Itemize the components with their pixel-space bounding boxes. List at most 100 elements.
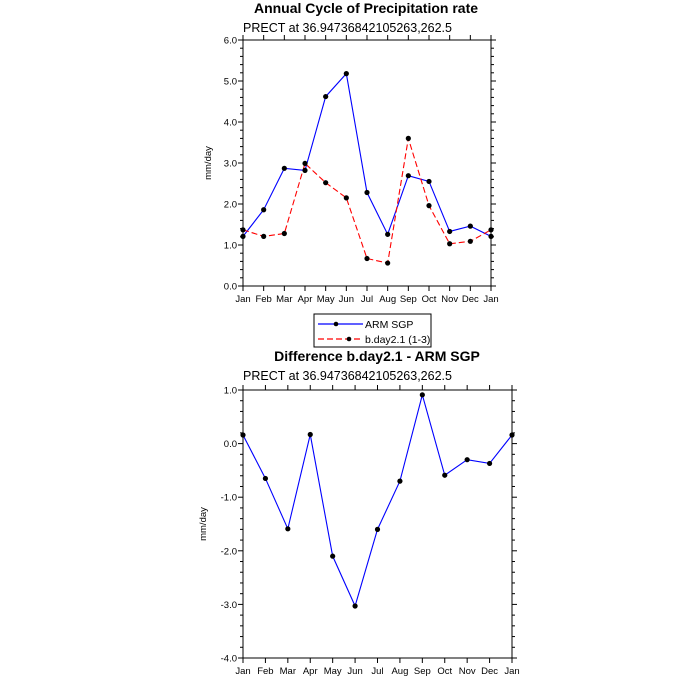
y-tick-label: -1.0 (221, 493, 237, 504)
x-tick-label: Mar (276, 294, 292, 305)
x-tick-label: Feb (257, 666, 273, 677)
y-tick-label: -4.0 (221, 654, 237, 665)
x-tick-label: Nov (459, 666, 476, 677)
x-tick-label: Mar (280, 666, 296, 677)
data-point (447, 228, 453, 235)
chart-title: Difference b.day2.1 - ARM SGP (274, 348, 480, 364)
y-tick-label: 6.0 (224, 36, 237, 47)
data-point (488, 227, 494, 233)
x-tick-label: Jun (347, 666, 362, 677)
data-point (302, 167, 308, 173)
data-point (426, 203, 432, 209)
x-tick-label: Sep (414, 666, 431, 677)
chart-title: Annual Cycle of Precipitation rate (254, 0, 478, 16)
x-tick-label: May (324, 666, 342, 677)
y-tick-label: 1.0 (224, 241, 237, 252)
series-line-1 (242, 138, 492, 264)
data-point (240, 432, 246, 438)
x-tick-label: Sep (400, 294, 417, 305)
chart-subtitle: PRECT at 36.94736842105263,262.5 (243, 369, 452, 383)
x-tick-label: Jan (235, 666, 250, 677)
y-tick-label: 2.0 (224, 200, 237, 211)
data-point (419, 392, 425, 398)
legend-marker-model (346, 336, 352, 342)
x-tick-label: Jan (235, 294, 250, 305)
data-point (352, 603, 358, 609)
x-tick-label: Apr (298, 294, 313, 305)
x-tick-label: Jun (339, 294, 354, 305)
x-tick-label: Jan (504, 666, 519, 677)
data-point (330, 553, 336, 559)
data-point (426, 178, 432, 185)
y-tick-label: 4.0 (224, 118, 237, 129)
data-point (240, 233, 246, 239)
data-point (323, 180, 329, 186)
x-tick-label: Apr (303, 666, 318, 677)
data-point (281, 165, 287, 171)
x-tick-label: Dec (481, 666, 498, 677)
data-point (364, 255, 370, 262)
legend-box (313, 313, 432, 348)
series-line-0 (242, 392, 513, 608)
x-tick-label: Aug (379, 294, 396, 305)
data-point (307, 431, 313, 438)
plot-area (240, 71, 494, 266)
data-point (447, 241, 453, 247)
x-tick-label: Nov (441, 294, 458, 305)
data-point (240, 227, 246, 233)
data-point (261, 207, 267, 213)
data-point (405, 135, 411, 141)
x-tick-label: May (317, 294, 335, 305)
difference-chart: Difference b.day2.1 - ARM SGP PRECT at 3… (198, 348, 520, 677)
data-point (488, 233, 494, 239)
y-tick-label: -3.0 (221, 600, 237, 611)
axes: -4.0 -3.0 -2.0 -1.0 0.0 1.0 Jan Feb Mar Apr May Jun… (221, 385, 520, 677)
legend-marker-arm (333, 321, 339, 327)
plot-frame (242, 389, 513, 659)
data-point (464, 457, 470, 463)
x-tick-label: Dec (462, 294, 479, 305)
legend-label-model: b.day2.1 (1-3) (365, 334, 430, 346)
data-point (385, 260, 391, 266)
data-point (285, 526, 291, 532)
x-tick-label: Jan (483, 294, 498, 305)
y-tick-label: 1.0 (224, 386, 237, 397)
data-point (509, 432, 515, 438)
y-axis-label: mm/day (198, 507, 209, 541)
data-point (374, 526, 381, 532)
data-point (385, 231, 391, 237)
legend-label-arm: ARM SGP (365, 319, 413, 331)
data-point (261, 233, 267, 239)
y-tick-label: 0.0 (224, 282, 237, 293)
data-point (262, 475, 269, 482)
x-tick-label: Jul (361, 294, 373, 305)
y-tick-label: 0.0 (224, 439, 237, 450)
data-point (397, 478, 403, 484)
data-point (405, 173, 411, 179)
data-point (343, 71, 349, 77)
data-point (364, 189, 370, 196)
data-point (281, 230, 287, 237)
series-line-0 (242, 72, 492, 237)
x-tick-label: Oct (437, 666, 452, 677)
data-point (302, 160, 308, 167)
plot-area (240, 392, 515, 609)
y-tick-label: 5.0 (224, 77, 237, 88)
axes: 0.0 1.0 2.0 3.0 4.0 5.0 6.0 Jan Feb Mar Apr May Jun J… (224, 35, 499, 305)
data-point (442, 472, 448, 478)
chart-subtitle: PRECT at 36.94736842105263,262.5 (243, 21, 452, 35)
y-tick-label: -2.0 (221, 546, 237, 557)
x-tick-label: Feb (255, 294, 271, 305)
data-point (467, 223, 473, 229)
data-point (486, 460, 493, 467)
x-tick-label: Aug (391, 666, 408, 677)
x-tick-label: Oct (422, 294, 437, 305)
x-tick-label: Jul (371, 666, 383, 677)
y-tick-label: 3.0 (224, 159, 237, 170)
legend: ARM SGP b.day2.1 (1-3) (313, 313, 432, 348)
data-point (323, 93, 329, 100)
data-point (467, 238, 473, 244)
plot-frame (242, 39, 492, 287)
data-point (343, 195, 349, 201)
